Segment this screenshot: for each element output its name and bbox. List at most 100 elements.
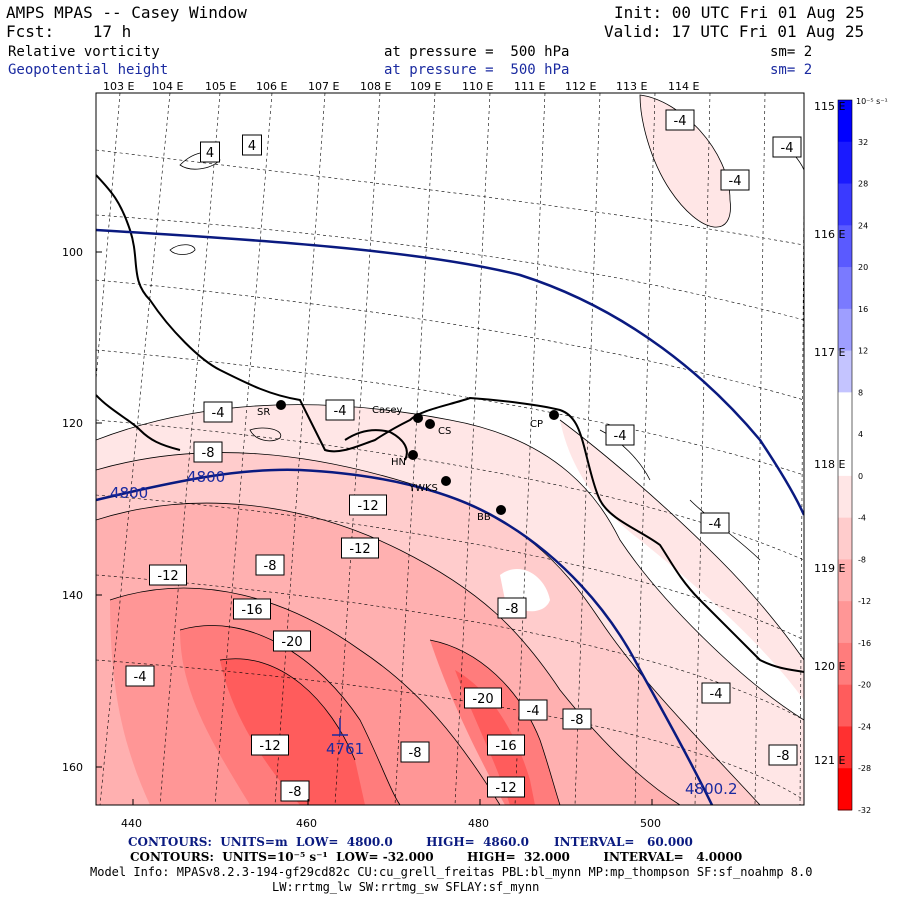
- lon-label-top: 103 E: [103, 80, 134, 93]
- svg-text:-4: -4: [212, 406, 225, 421]
- colorbar-swatch: [838, 768, 852, 811]
- vorticity-label-box: -12: [349, 494, 387, 516]
- y-tick-label: 160: [62, 761, 83, 774]
- vorticity-label-box: -16: [487, 734, 525, 756]
- colorbar-swatch: [838, 517, 852, 560]
- height-contour-info: CONTOURS: UNITS=m LOW= 4800.0 HIGH= 4860…: [128, 835, 693, 849]
- field1-level: at pressure = 500 hPa: [384, 44, 570, 60]
- vorticity-label-box: -8: [768, 744, 798, 766]
- y-tick-label: 140: [62, 589, 83, 602]
- vorticity-label-box: -12: [341, 537, 379, 559]
- plot-title: AMPS MPAS -- Casey Window: [6, 3, 247, 22]
- field1-smoothing: sm= 2: [770, 44, 813, 60]
- svg-text:-4: -4: [781, 141, 794, 156]
- svg-text:-12: -12: [349, 542, 370, 557]
- colorbar-label: -32: [858, 806, 871, 815]
- init-time: Init: 00 UTC Fri 01 Aug 25: [614, 3, 865, 22]
- svg-text:-4: -4: [334, 404, 347, 419]
- colorbar-label: -24: [858, 722, 871, 731]
- lon-label-top: 112 E: [565, 80, 596, 93]
- y-axis-labels: 100 120 140 160: [62, 246, 102, 774]
- y-tick-label: 120: [62, 417, 83, 430]
- colorbar: 10⁻⁵ s⁻¹ 32 28 24 20 16 12 8 4 0 -4 -8 -12 -16 -20 -24 -…: [837, 97, 888, 815]
- svg-text:BB: BB: [477, 512, 491, 523]
- svg-text:YWKS: YWKS: [408, 483, 438, 494]
- colorbar-label: 4: [858, 430, 863, 439]
- x-tick-label: 500: [640, 817, 661, 830]
- colorbar-label: -12: [858, 597, 871, 606]
- field2-name: Geopotential height: [8, 62, 169, 78]
- lon-label-top: 105 E: [205, 80, 236, 93]
- colorbar-label: -28: [858, 764, 871, 773]
- height-label: 4761: [326, 740, 364, 758]
- vorticity-label-box: -20: [273, 630, 311, 652]
- vorticity-label-box: -8: [400, 741, 430, 763]
- svg-text:-4: -4: [674, 114, 687, 129]
- colorbar-swatch: [838, 642, 852, 686]
- colorbar-swatch: [838, 267, 852, 310]
- svg-text:-4: -4: [614, 429, 627, 444]
- svg-text:-20: -20: [281, 635, 302, 650]
- colorbar-swatch: [838, 392, 852, 435]
- vorticity-label-box: -4: [125, 665, 155, 687]
- vorticity-label-box: -8: [562, 708, 592, 730]
- plot-frame: [95, 92, 805, 806]
- x-tick-label: 460: [296, 817, 317, 830]
- x-axis-labels: 440 460 480 500: [121, 799, 661, 830]
- colorbar-swatch: [838, 726, 852, 769]
- model-info-2: LW:rrtmg_lw SW:rrtmg_sw SFLAY:sf_mynn: [272, 880, 540, 894]
- colorbar-swatch: [838, 601, 852, 644]
- vorticity-label-box: -4: [203, 401, 233, 423]
- svg-text:-4: -4: [729, 174, 742, 189]
- lon-label-top: 110 E: [462, 80, 493, 93]
- lon-label-right: 120 E: [814, 660, 845, 673]
- model-info: Model Info: MPASv8.2.3-194-gf29cd82c CU:…: [90, 865, 813, 879]
- station-cs: CS: [425, 419, 451, 437]
- lon-label-top: 113 E: [616, 80, 647, 93]
- station-markers: SR Casey CS CP HN YWKS BB: [257, 400, 559, 523]
- colorbar-label: 12: [858, 347, 868, 356]
- colorbar-label: 24: [858, 221, 868, 230]
- colorbar-label: 32: [858, 138, 868, 147]
- x-tick-label: 440: [121, 817, 142, 830]
- colorbar-label: -16: [858, 639, 871, 648]
- lon-label-top: 108 E: [360, 80, 391, 93]
- lon-label-top: 106 E: [256, 80, 287, 93]
- vorticity-label-box: -16: [233, 598, 271, 620]
- svg-text:-8: -8: [409, 746, 422, 761]
- svg-text:-8: -8: [202, 446, 215, 461]
- svg-text:Casey: Casey: [372, 405, 402, 416]
- lon-label-top: 114 E: [668, 80, 699, 93]
- vorticity-label-box: -4: [700, 512, 730, 534]
- svg-text:-12: -12: [495, 781, 516, 796]
- vorticity-label-box: 4: [242, 134, 262, 156]
- vorticity-label-box: -20: [464, 687, 502, 709]
- colorbar-swatch: [838, 475, 852, 519]
- colorbar-label: 16: [858, 305, 868, 314]
- vorticity-label-box: -4: [701, 682, 731, 704]
- svg-text:-8: -8: [289, 785, 302, 800]
- vorticity-label-box: -12: [487, 776, 525, 798]
- svg-text:-12: -12: [157, 569, 178, 584]
- station-hn: HN: [391, 450, 418, 468]
- svg-text:SR: SR: [257, 407, 270, 418]
- height-label: 4800.2: [685, 780, 738, 798]
- colorbar-label: -8: [858, 555, 866, 564]
- lon-label-right: 118 E: [814, 458, 845, 471]
- svg-text:-4: -4: [134, 670, 147, 685]
- field2-smoothing: sm= 2: [770, 62, 813, 78]
- x-tick-label: 480: [468, 817, 489, 830]
- svg-text:-16: -16: [495, 739, 516, 754]
- lon-label-right: 116 E: [814, 228, 845, 241]
- height-label: 4800: [187, 468, 225, 486]
- svg-text:CP: CP: [530, 419, 543, 430]
- svg-text:-8: -8: [571, 713, 584, 728]
- colorbar-swatch: [838, 225, 852, 268]
- vorticity-labels: 4 4 -4 -4 -4 -4 -4 -4 -8 -12 -12 -12 -8 -16 -20 -4 -12 -8…: [125, 109, 802, 802]
- vorticity-label-box: -8: [193, 441, 223, 463]
- svg-text:-4: -4: [709, 517, 722, 532]
- vorticity-label-box: -12: [251, 734, 289, 756]
- vorticity-label-box: -4: [772, 136, 802, 158]
- colorbar-label: 0: [858, 472, 863, 481]
